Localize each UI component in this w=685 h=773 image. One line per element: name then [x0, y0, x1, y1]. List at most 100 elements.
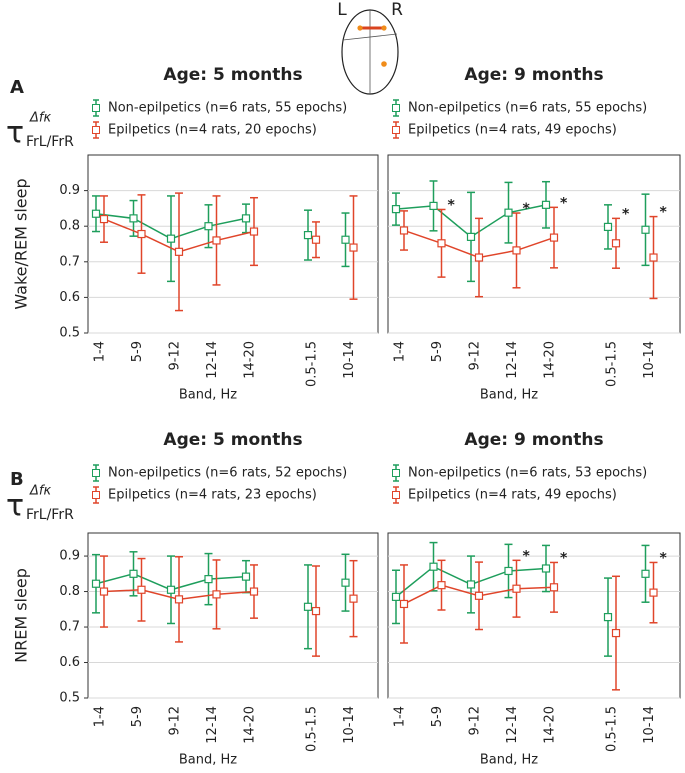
legend-label: Epilpetics (n=4 rats, 49 epochs) — [408, 123, 617, 138]
y-tick-label: 0.9 — [59, 549, 80, 564]
x-axis-label: Band, Hz — [179, 753, 237, 768]
x-tick-label: 14-20 — [243, 341, 258, 379]
legend-marker — [92, 469, 100, 477]
point-marker — [166, 234, 176, 243]
x-tick-label: 9-12 — [468, 706, 483, 736]
y-tick-label: 0.7 — [59, 620, 80, 635]
x-tick-label: 1-4 — [93, 706, 108, 727]
point-marker — [512, 246, 521, 255]
point-marker — [166, 585, 176, 594]
legend-label: Non-epilpetics (n=6 rats, 53 epochs) — [408, 466, 647, 481]
legend-marker — [392, 469, 400, 477]
y-tick-label: 0.6 — [59, 655, 80, 670]
panel-letter: B — [10, 469, 24, 490]
point-marker — [341, 578, 350, 587]
x-tick-label: 5-9 — [430, 341, 445, 362]
point-marker — [349, 243, 358, 252]
point-marker — [541, 564, 551, 573]
electrode — [381, 61, 387, 67]
point-marker — [303, 602, 313, 611]
x-axis-label: Band, Hz — [480, 753, 538, 768]
legend-marker — [392, 491, 400, 499]
chart-title: Age: 9 months — [464, 430, 603, 450]
point-marker — [649, 253, 658, 262]
x-tick-label: 1-4 — [393, 706, 408, 727]
point-marker — [212, 236, 221, 245]
x-tick-label: 1-4 — [93, 341, 108, 362]
x-tick-label: 5-9 — [430, 706, 445, 727]
plot-frame — [387, 532, 681, 699]
x-tick-label: 12-14 — [505, 341, 520, 379]
legend-marker — [92, 104, 100, 112]
point-marker — [641, 225, 650, 234]
significance-star: * — [448, 197, 456, 213]
legend-marker — [392, 126, 400, 134]
legend-marker — [92, 126, 100, 134]
point-marker — [99, 214, 109, 224]
symbol-base: τ — [6, 116, 24, 151]
point-marker — [249, 227, 259, 236]
symbol-base: τ — [6, 489, 24, 524]
point-marker — [504, 566, 513, 576]
electrode — [357, 25, 363, 31]
point-marker — [391, 205, 401, 214]
point-marker — [603, 612, 613, 622]
x-axis-label: Band, Hz — [480, 388, 538, 403]
legend-label: Non-epilpetics (n=6 rats, 52 epochs) — [108, 466, 347, 481]
point-marker — [437, 239, 446, 248]
point-marker — [204, 575, 213, 584]
point-marker — [466, 580, 476, 589]
x-tick-label: 14-20 — [543, 706, 558, 744]
y-tick-label: 0.8 — [59, 219, 80, 234]
point-marker — [341, 235, 350, 244]
symbol-sub: FrL/FrR — [26, 134, 74, 150]
point-marker — [399, 599, 409, 609]
x-axis-label: Band, Hz — [179, 388, 237, 403]
x-tick-label: 5-9 — [130, 341, 145, 362]
point-marker — [241, 214, 251, 223]
x-tick-label: 10-14 — [642, 706, 657, 744]
y-tick-label: 0.9 — [59, 183, 80, 198]
point-marker — [466, 232, 476, 241]
x-tick-label: 5-9 — [130, 706, 145, 727]
point-marker — [391, 592, 401, 601]
significance-star: * — [660, 550, 668, 566]
plot-frame — [87, 154, 379, 334]
point-marker — [349, 594, 358, 603]
point-marker — [437, 581, 446, 590]
legend-label: Epilpetics (n=4 rats, 23 epochs) — [108, 488, 317, 503]
point-marker — [474, 253, 484, 262]
x-tick-label: 10-14 — [342, 341, 357, 379]
point-marker — [512, 584, 521, 593]
brain-diagram: L R — [337, 0, 403, 95]
y-tick-label: 0.6 — [59, 290, 80, 305]
point-marker — [249, 587, 259, 596]
y-axis-label: NREM sleep — [12, 568, 31, 663]
point-marker — [641, 569, 650, 578]
brain-line — [342, 33, 398, 41]
point-marker — [137, 585, 146, 594]
x-tick-label: 10-14 — [342, 706, 357, 744]
x-tick-label: 12-14 — [205, 706, 220, 744]
legend-label: Non-epilpetics (n=6 rats, 55 epochs) — [408, 101, 647, 116]
x-tick-label: 14-20 — [243, 706, 258, 744]
legend-marker — [92, 491, 100, 499]
point-marker — [241, 572, 251, 581]
point-marker — [649, 588, 658, 597]
point-marker — [474, 591, 484, 600]
point-marker — [504, 208, 513, 217]
point-marker — [137, 229, 146, 239]
brain-right-label: R — [391, 0, 403, 20]
point-marker — [611, 239, 621, 248]
x-tick-label: 0.5-1.5 — [605, 341, 620, 387]
point-marker — [99, 587, 109, 596]
x-tick-label: 0.5-1.5 — [605, 706, 620, 752]
significance-star: * — [560, 550, 568, 566]
x-tick-label: 9-12 — [468, 341, 483, 371]
point-marker — [399, 226, 409, 235]
x-tick-label: 0.5-1.5 — [305, 341, 320, 387]
x-tick-label: 0.5-1.5 — [305, 706, 320, 752]
point-marker — [129, 214, 138, 223]
panel-letter: A — [10, 77, 24, 98]
chart-title: Age: 5 months — [163, 65, 302, 85]
